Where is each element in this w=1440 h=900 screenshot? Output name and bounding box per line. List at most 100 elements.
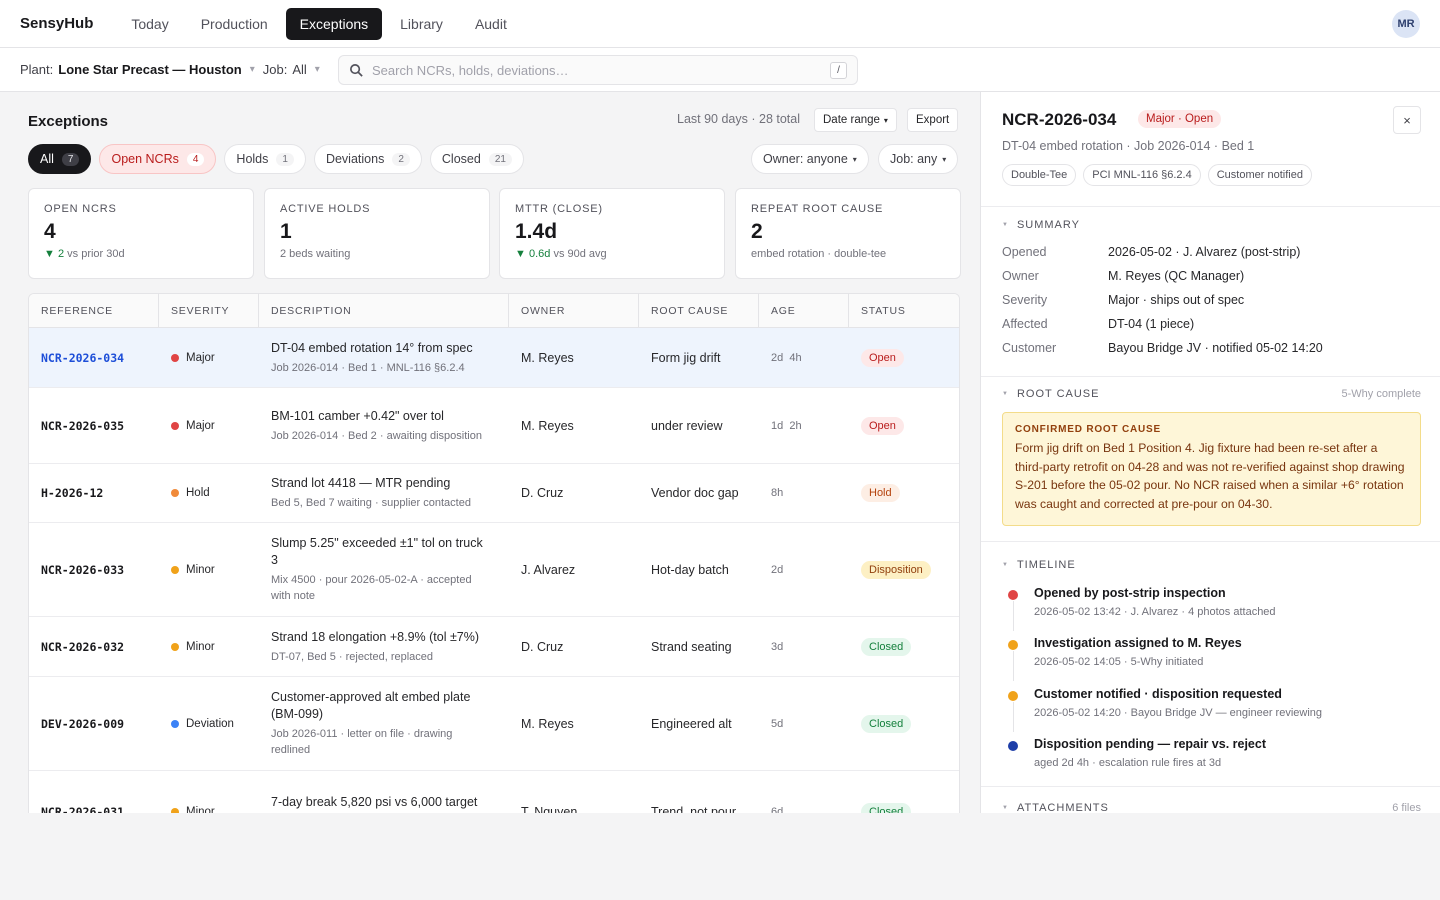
chevron-down-icon: ▼ [1002, 805, 1009, 811]
date-range-button[interactable]: Date range ▾ [814, 108, 897, 132]
col-status[interactable]: STATUS [861, 305, 906, 317]
user-avatar[interactable]: MR [1392, 10, 1420, 38]
severity-label: Minor [186, 563, 215, 576]
root-cause-text: Form jig drift on Bed 1 Position 4. Jig … [1015, 441, 1405, 511]
kpi-open-ncrs[interactable]: OPEN NCRS 4 ▼ 2 vs prior 30d [28, 188, 254, 279]
severity-dot [171, 489, 179, 497]
chevron-down-icon[interactable]: ▾ [249, 64, 255, 75]
table-row[interactable]: NCR-2026-035 Major BM-101 camber +0.42" ov… [29, 388, 959, 464]
kpi-sub: 2 beds waiting [280, 248, 351, 260]
nav-tab-exceptions[interactable]: Exceptions [285, 7, 383, 40]
status-badge: Major · Open [1138, 110, 1222, 128]
age: 6d [771, 806, 784, 813]
table-row[interactable]: DEV-2026-009 Deviation Customer-approved a… [29, 677, 959, 771]
summary-key: Severity [1002, 293, 1048, 307]
timeline-sub: 2026-05-02 13:42 · J. Alvarez · 4 photos… [1034, 606, 1276, 618]
table-row[interactable]: NCR-2026-033 Minor Slump 5.25" exceeded ±1… [29, 523, 959, 617]
age: 8h [771, 487, 784, 499]
col-reference[interactable]: REFERENCE [29, 294, 159, 328]
reference-link[interactable]: NCR-2026-032 [41, 639, 125, 654]
status-pill: Closed [861, 637, 912, 656]
reference-link[interactable]: NCR-2026-034 [41, 350, 125, 365]
summary-header[interactable]: ▼ SUMMARY [1002, 219, 1080, 231]
summary-key: Owner [1002, 269, 1039, 283]
timeline-title: Investigation assigned to M. Reyes [1034, 636, 1242, 650]
tag[interactable]: Double-Tee [1002, 164, 1077, 186]
table-row[interactable]: H-2026-12 Hold Strand lot 4418 — MTR pendi… [29, 464, 959, 523]
nav-tab-production[interactable]: Production [200, 15, 268, 32]
owner-filter[interactable]: Owner: anyone ▾ [751, 144, 869, 174]
chevron-down-icon: ▾ [852, 154, 857, 164]
nav-tab-today[interactable]: Today [131, 15, 169, 32]
reference-link[interactable]: NCR-2026-033 [41, 562, 125, 577]
root-cause: Vendor doc gap [651, 486, 739, 500]
tag[interactable]: Customer notified [1207, 164, 1312, 186]
summary-section: ▼ SUMMARY Opened 2026-05-02 · J. Alvarez … [981, 206, 1440, 376]
plant-selector[interactable]: Lone Star Precast — Houston [58, 62, 242, 77]
timeline-header[interactable]: ▼ TIMELINE [1002, 559, 1076, 571]
chip-holds[interactable]: Holds 1 [224, 144, 306, 174]
app-brand[interactable]: SensyHub [20, 15, 94, 32]
root-cause: Engineered alt [651, 716, 732, 731]
detail-panel: NCR-2026-034 Major · Open × DT-04 embed … [980, 92, 1440, 813]
chip-deviations[interactable]: Deviations 2 [313, 144, 422, 174]
table-header: REFERENCE SEVERITY DESCRIPTION OWNER ROO… [29, 294, 959, 328]
summary-key: Affected [1002, 317, 1048, 331]
table-row[interactable]: NCR-2026-032 Minor Strand 18 elongation +8… [29, 617, 959, 677]
severity-dot [171, 808, 179, 813]
search-input[interactable]: Search NCRs, holds, deviations… / [338, 55, 858, 85]
page-background [0, 813, 1440, 900]
status-pill: Open [861, 416, 904, 435]
root-cause: Hot-day batch [651, 562, 729, 577]
attachments-header[interactable]: ▼ ATTACHMENTS [1002, 802, 1109, 813]
kpi-value: 1 [280, 220, 292, 243]
col-root-cause[interactable]: ROOT CAUSE [639, 294, 759, 328]
chevron-down-icon: ▾ [883, 115, 888, 125]
chip-open-ncrs[interactable]: Open NCRs 4 [99, 144, 217, 174]
col-owner[interactable]: OWNER [509, 294, 639, 328]
chevron-down-icon[interactable]: ▾ [314, 64, 320, 75]
kpi-active-holds[interactable]: ACTIVE HOLDS 1 2 beds waiting [264, 188, 490, 279]
age: 2d [771, 563, 784, 576]
kpi-repeat-root-cause[interactable]: REPEAT ROOT CAUSE 2 embed rotation · dou… [735, 188, 961, 279]
timeline-connector [1012, 601, 1014, 631]
reference-link[interactable]: NCR-2026-031 [41, 805, 125, 813]
severity-label: Hold [186, 487, 210, 499]
kpi-mttr[interactable]: MTTR (CLOSE) 1.4d ▼ 0.6d vs 90d avg [499, 188, 725, 279]
job-selector[interactable]: All [292, 62, 307, 77]
export-button[interactable]: Export [907, 108, 959, 132]
job-filter[interactable]: Job: any ▾ [878, 144, 959, 174]
severity-label: Minor [186, 640, 215, 653]
page-title: Exceptions [28, 113, 109, 130]
status-pill: Disposition [861, 560, 931, 579]
severity-dot [171, 353, 179, 362]
nav-tab-library[interactable]: Library [400, 15, 443, 32]
summary-value: Major · ships out of spec [1108, 293, 1245, 307]
nav-tab-audit[interactable]: Audit [474, 15, 507, 32]
exceptions-main: Exceptions Last 90 days · 28 total Date … [0, 92, 980, 813]
reference-link[interactable]: H-2026-12 [41, 486, 104, 500]
reference-link[interactable]: DEV-2026-009 [41, 716, 125, 731]
reference-link[interactable]: NCR-2026-035 [41, 418, 125, 433]
timeline-title: Customer notified · disposition requeste… [1034, 687, 1282, 701]
table-row[interactable]: NCR-2026-034 Major DT-04 embed rotation 14… [29, 328, 959, 388]
age: 5d [771, 717, 784, 730]
age: 1d 2h [771, 419, 802, 432]
trend-down-icon: ▼ [44, 248, 55, 260]
tag[interactable]: PCI MNL-116 §6.2.4 [1083, 164, 1201, 186]
table-row[interactable]: NCR-2026-031 Minor 7-day break 5,820 psi v… [29, 771, 959, 813]
summary-key: Opened [1002, 245, 1047, 259]
close-button[interactable]: × [1393, 106, 1421, 134]
kpi-value: 4 [44, 220, 56, 243]
root-cause-header[interactable]: ▼ ROOT CAUSE [1002, 388, 1100, 400]
severity-dot [171, 565, 179, 574]
kpi-sub: ▼ 2 vs prior 30d [44, 248, 125, 260]
detail-id: NCR-2026-034 [1002, 110, 1117, 129]
col-age[interactable]: AGE [759, 294, 849, 328]
summary-key: Customer [1002, 341, 1057, 355]
chip-closed[interactable]: Closed 21 [429, 144, 524, 174]
chip-all[interactable]: All 7 [28, 144, 92, 174]
owner-name: M. Reyes [521, 716, 574, 731]
col-severity[interactable]: SEVERITY [159, 294, 259, 328]
col-description[interactable]: DESCRIPTION [259, 294, 509, 328]
